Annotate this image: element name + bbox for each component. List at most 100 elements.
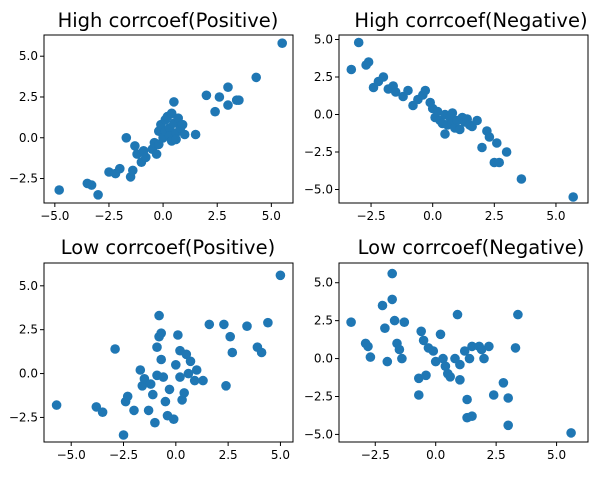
data-point (191, 365, 202, 375)
data-point (498, 378, 509, 388)
data-point (210, 106, 220, 117)
data-point (169, 97, 179, 107)
y-tick-label: 0.0 (19, 131, 38, 145)
data-point (234, 95, 244, 105)
data-point (346, 317, 356, 328)
data-point (122, 391, 133, 402)
data-point (382, 356, 393, 367)
data-point (148, 389, 158, 400)
data-point (51, 400, 62, 410)
data-point (516, 174, 527, 184)
data-point (256, 347, 267, 358)
data-point (189, 375, 200, 386)
data-point (225, 331, 235, 342)
data-point (479, 353, 489, 364)
y-tick-label: 2.5 (19, 90, 38, 104)
data-point (566, 428, 576, 438)
data-point (399, 317, 410, 328)
axes-frame (43, 262, 294, 443)
data-point (97, 407, 108, 418)
data-point (141, 152, 151, 163)
y-tick-label: −2.5 (9, 410, 38, 424)
data-point (363, 57, 374, 67)
x-tick-label: −2.5 (361, 448, 390, 462)
x-tick-label: 5.0 (262, 209, 281, 223)
data-point (387, 268, 398, 279)
x-tick-label: −5.0 (57, 448, 86, 462)
data-point (115, 163, 125, 174)
y-tick-label: 0.0 (314, 108, 333, 122)
data-point (492, 138, 502, 148)
x-tick-label: 5.0 (547, 448, 566, 462)
data-point (432, 106, 443, 117)
y-tick-label: 2.5 (19, 323, 38, 337)
data-point (389, 315, 400, 326)
data-point (160, 396, 171, 407)
data-point (277, 38, 288, 48)
data-point (121, 133, 132, 143)
chart-title: High corrcoef(Negative) (354, 9, 587, 32)
chart-title: High corrcoef(Positive) (58, 9, 279, 32)
subplot-1: −5.0 −2.5 0.0 2.5 5.0 −2.5 0.0 2.5 5.0 High corrc… (9, 9, 294, 223)
x-tick-label: 0.0 (154, 209, 173, 223)
data-point (414, 373, 424, 384)
y-tick-label: −2.5 (9, 172, 38, 186)
data-point (455, 359, 465, 370)
y-tick-label: −2.5 (304, 389, 333, 403)
data-point (251, 72, 261, 83)
y-tick-label: 5.0 (19, 49, 38, 63)
data-point (477, 142, 487, 153)
x-tick-label: 5.0 (546, 209, 565, 223)
data-point (135, 365, 146, 375)
data-point (420, 85, 431, 96)
data-point (568, 192, 578, 202)
data-point (204, 319, 215, 330)
data-point (150, 417, 160, 428)
y-tick-label: 5.0 (314, 33, 333, 47)
data-point (171, 134, 181, 145)
data-point (494, 157, 505, 168)
data-point (501, 147, 512, 157)
subplot-2: −2.5 0.0 2.5 5.0 −5.0 −2.5 0.0 2.5 5.0 High corrc… (304, 9, 589, 223)
x-tick-label: 2.5 (487, 448, 506, 462)
y-tick-label: −5.0 (304, 427, 333, 441)
data-point (378, 72, 389, 82)
data-point (223, 82, 233, 92)
data-point (445, 372, 456, 382)
data-point (183, 368, 194, 379)
data-point (513, 309, 523, 320)
data-point (91, 402, 102, 412)
data-point (201, 90, 212, 101)
data-point (263, 317, 273, 328)
data-point (476, 344, 487, 355)
data-point (440, 129, 450, 139)
data-point (387, 294, 398, 305)
data-point (145, 379, 156, 389)
data-point (118, 430, 129, 440)
x-tick-label: 2.5 (485, 209, 504, 223)
data-point (221, 381, 231, 391)
data-point (510, 343, 521, 353)
data-point (488, 390, 499, 400)
y-tick-label: −5.0 (304, 183, 333, 197)
subplot-3: −5.0 −2.5 0.0 2.5 5.0 −2.5 0.0 2.5 5.0 Low corrco… (9, 236, 294, 462)
data-point (459, 346, 470, 356)
data-point (484, 132, 495, 142)
data-point (129, 405, 139, 416)
data-point (428, 346, 439, 356)
data-point (503, 420, 513, 431)
data-point (353, 37, 364, 48)
data-point (158, 372, 169, 382)
data-point (242, 321, 252, 332)
data-point (416, 326, 427, 337)
data-point (377, 300, 388, 311)
data-point (214, 92, 225, 102)
data-point (421, 370, 431, 381)
data-point (181, 349, 192, 360)
data-point (110, 344, 120, 354)
data-point (185, 356, 196, 367)
data-point (179, 129, 190, 140)
data-point (154, 310, 164, 321)
data-point (156, 354, 166, 365)
axes-frame (338, 34, 589, 204)
